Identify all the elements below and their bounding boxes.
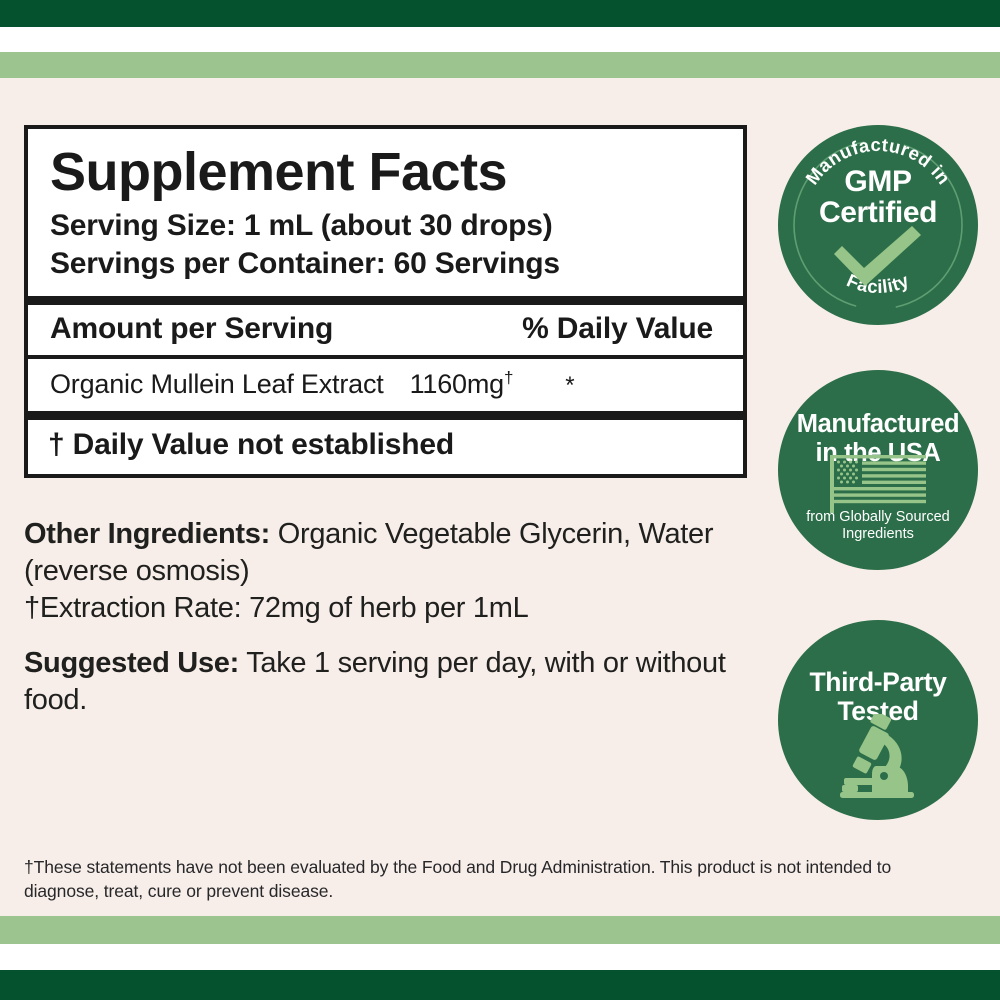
badge-gmp-certified: Manufactured in Facility GMP Certified bbox=[778, 125, 978, 325]
badge-usa-sub-line-1: from Globally Sourced bbox=[806, 509, 950, 525]
suggested-use-label: Suggested Use: bbox=[24, 647, 239, 679]
bottom-dark-green-band bbox=[0, 970, 1000, 1000]
badge-usa-line-1: Manufactured bbox=[796, 410, 960, 438]
label-content-area: Supplement Facts Serving Size: 1 mL (abo… bbox=[0, 78, 1000, 916]
serving-info: Serving Size: 1 mL (about 30 drops) Serv… bbox=[28, 203, 743, 295]
check-icon bbox=[834, 226, 921, 286]
ingredient-amount-marker: † bbox=[503, 367, 514, 387]
other-ingredients-value: Organic Vegetable Glycerin, Water (rever… bbox=[24, 518, 714, 588]
divider-thick-2 bbox=[28, 410, 743, 420]
suggested-use-block: Suggested Use: Take 1 serving per day, w… bbox=[24, 645, 784, 719]
suggested-use-paragraph: Suggested Use: Take 1 serving per day, w… bbox=[24, 645, 784, 719]
badge-gmp-line-1: GMP bbox=[844, 165, 912, 198]
ingredient-name: Organic Mullein Leaf Extract bbox=[50, 368, 384, 399]
badge-gmp-line-2: Certified bbox=[818, 195, 938, 229]
badge-third-party-tested: Third-Party Tested bbox=[778, 620, 978, 820]
other-ingredients-label: Other Ingredients: bbox=[24, 518, 270, 550]
bottom-light-green-band bbox=[0, 916, 1000, 944]
supplement-facts-title: Supplement Facts bbox=[50, 142, 508, 202]
fda-disclaimer: †These statements have not been evaluate… bbox=[24, 857, 892, 902]
badge-inner-ring: Manufactured in Facility bbox=[793, 134, 963, 310]
top-light-green-band bbox=[0, 52, 1000, 78]
badge-test-line-1: Third-Party bbox=[809, 667, 947, 697]
ingredient-amount: 1160mg† bbox=[410, 368, 514, 400]
badge-gmp-main-text: GMP Certified bbox=[778, 165, 978, 229]
divider-thin-1 bbox=[28, 354, 743, 359]
extraction-rate-text: †Extraction Rate: 72mg of herb per 1mL bbox=[24, 592, 529, 625]
servings-per-container-text: Servings per Container: 60 Servings bbox=[50, 247, 560, 281]
serving-size-text: Serving Size: 1 mL (about 30 drops) bbox=[50, 209, 553, 243]
column-header-daily-value: % Daily Value bbox=[522, 311, 713, 345]
microscope-icon bbox=[840, 714, 914, 798]
badge-made-in-usa: Manufactured in the USA bbox=[778, 370, 978, 570]
other-ingredients-block: Other Ingredients: Organic Vegetable Gly… bbox=[24, 516, 784, 627]
divider-thick-1 bbox=[28, 295, 743, 305]
table-column-header-row: Amount per Serving % Daily Value bbox=[28, 305, 743, 355]
suggested-use-value: Take 1 serving per day, with or without … bbox=[24, 647, 726, 717]
usa-flag-icon bbox=[830, 455, 926, 513]
ingredient-daily-value: * bbox=[565, 371, 575, 399]
ingredient-amount-value: 1160mg bbox=[409, 368, 505, 399]
top-white-band bbox=[0, 27, 1000, 52]
bottom-white-band bbox=[0, 944, 1000, 970]
badge-usa-sub-text: from Globally Sourced Ingredients bbox=[786, 509, 970, 544]
daily-value-footnote: † Daily Value not established bbox=[48, 427, 455, 461]
badge-usa-sub-line-2: Ingredients bbox=[842, 526, 914, 543]
badge-test-main-text: Third-Party Tested bbox=[778, 667, 978, 726]
column-header-amount: Amount per Serving bbox=[50, 311, 334, 345]
other-ingredients-paragraph: Other Ingredients: Organic Vegetable Gly… bbox=[24, 516, 784, 590]
supplement-facts-panel: Supplement Facts Serving Size: 1 mL (abo… bbox=[24, 125, 747, 478]
top-dark-green-band bbox=[0, 0, 1000, 27]
table-row: Organic Mullein Leaf Extract 1160mg† * bbox=[28, 359, 743, 411]
